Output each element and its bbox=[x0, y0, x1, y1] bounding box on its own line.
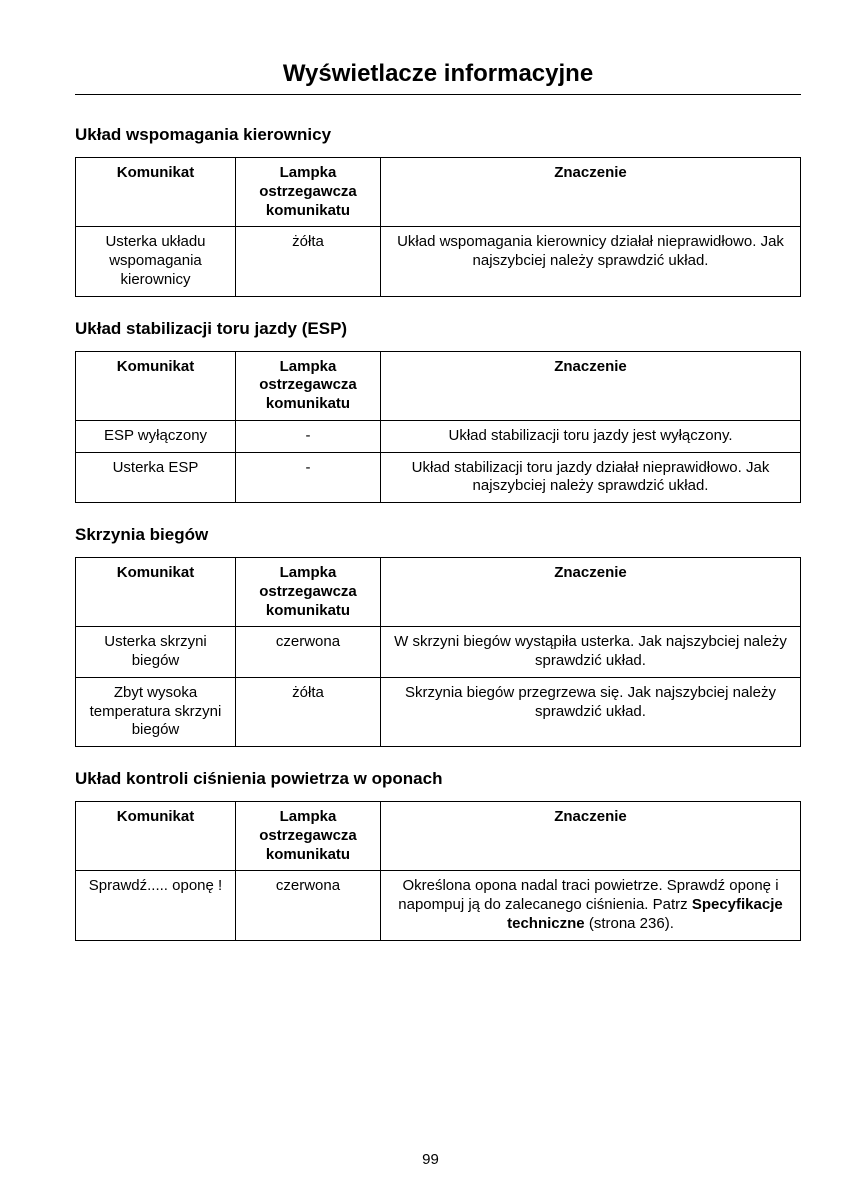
col-header-komunikat: Komunikat bbox=[76, 558, 236, 627]
cell-lamp: żółta bbox=[236, 677, 381, 746]
page-title: Wyświetlacze informacyjne bbox=[75, 60, 801, 88]
col-header-komunikat: Komunikat bbox=[76, 351, 236, 420]
meaning-post: (strona 236). bbox=[585, 915, 674, 932]
section-heading-esp: Układ stabilizacji toru jazdy (ESP) bbox=[75, 319, 801, 339]
table-row: Zbyt wysoka temperatura skrzyni biegów ż… bbox=[76, 677, 801, 746]
col-header-znaczenie: Znaczenie bbox=[381, 558, 801, 627]
table-row: Usterka skrzyni biegów czerwona W skrzyn… bbox=[76, 627, 801, 678]
cell-meaning: Układ wspomagania kierownicy działał nie… bbox=[381, 227, 801, 296]
col-header-komunikat: Komunikat bbox=[76, 802, 236, 871]
table-row: Usterka układu wspomagania kierownicy żó… bbox=[76, 227, 801, 296]
cell-msg: Usterka układu wspomagania kierownicy bbox=[76, 227, 236, 296]
page: Wyświetlacze informacyjne Układ wspomaga… bbox=[0, 0, 861, 1200]
col-header-komunikat: Komunikat bbox=[76, 158, 236, 227]
col-header-znaczenie: Znaczenie bbox=[381, 802, 801, 871]
cell-meaning: Układ stabilizacji toru jazdy działał ni… bbox=[381, 452, 801, 503]
cell-meaning: Określona opona nadal traci powietrze. S… bbox=[381, 871, 801, 940]
table-row: Sprawdź..... oponę ! czerwona Określona … bbox=[76, 871, 801, 940]
col-header-lampka: Lampka ostrzegawcza komunikatu bbox=[236, 802, 381, 871]
table-header-row: Komunikat Lampka ostrzegawcza komunikatu… bbox=[76, 802, 801, 871]
table-row: ESP wyłączony - Układ stabilizacji toru … bbox=[76, 420, 801, 452]
table-steering: Komunikat Lampka ostrzegawcza komunikatu… bbox=[75, 157, 801, 297]
table-tyres: Komunikat Lampka ostrzegawcza komunikatu… bbox=[75, 801, 801, 941]
section-heading-tyres: Układ kontroli ciśnienia powietrza w opo… bbox=[75, 769, 801, 789]
cell-msg: Sprawdź..... oponę ! bbox=[76, 871, 236, 940]
table-row: Usterka ESP - Układ stabilizacji toru ja… bbox=[76, 452, 801, 503]
cell-msg: Usterka ESP bbox=[76, 452, 236, 503]
table-header-row: Komunikat Lampka ostrzegawcza komunikatu… bbox=[76, 158, 801, 227]
cell-lamp: - bbox=[236, 420, 381, 452]
cell-lamp: żółta bbox=[236, 227, 381, 296]
cell-msg: Zbyt wysoka temperatura skrzyni biegów bbox=[76, 677, 236, 746]
col-header-lampka: Lampka ostrzegawcza komunikatu bbox=[236, 158, 381, 227]
col-header-lampka: Lampka ostrzegawcza komunikatu bbox=[236, 558, 381, 627]
col-header-lampka: Lampka ostrzegawcza komunikatu bbox=[236, 351, 381, 420]
table-header-row: Komunikat Lampka ostrzegawcza komunikatu… bbox=[76, 558, 801, 627]
table-gearbox: Komunikat Lampka ostrzegawcza komunikatu… bbox=[75, 557, 801, 747]
cell-meaning: Skrzynia biegów przegrzewa się. Jak najs… bbox=[381, 677, 801, 746]
section-heading-gearbox: Skrzynia biegów bbox=[75, 525, 801, 545]
title-rule bbox=[75, 94, 801, 95]
cell-lamp: czerwona bbox=[236, 871, 381, 940]
cell-meaning: W skrzyni biegów wystąpiła usterka. Jak … bbox=[381, 627, 801, 678]
page-number: 99 bbox=[0, 1151, 861, 1168]
table-esp: Komunikat Lampka ostrzegawcza komunikatu… bbox=[75, 351, 801, 504]
cell-lamp: - bbox=[236, 452, 381, 503]
col-header-znaczenie: Znaczenie bbox=[381, 158, 801, 227]
cell-lamp: czerwona bbox=[236, 627, 381, 678]
table-header-row: Komunikat Lampka ostrzegawcza komunikatu… bbox=[76, 351, 801, 420]
section-heading-steering: Układ wspomagania kierownicy bbox=[75, 125, 801, 145]
cell-msg: ESP wyłączony bbox=[76, 420, 236, 452]
cell-msg: Usterka skrzyni biegów bbox=[76, 627, 236, 678]
col-header-znaczenie: Znaczenie bbox=[381, 351, 801, 420]
cell-meaning: Układ stabilizacji toru jazdy jest wyłąc… bbox=[381, 420, 801, 452]
